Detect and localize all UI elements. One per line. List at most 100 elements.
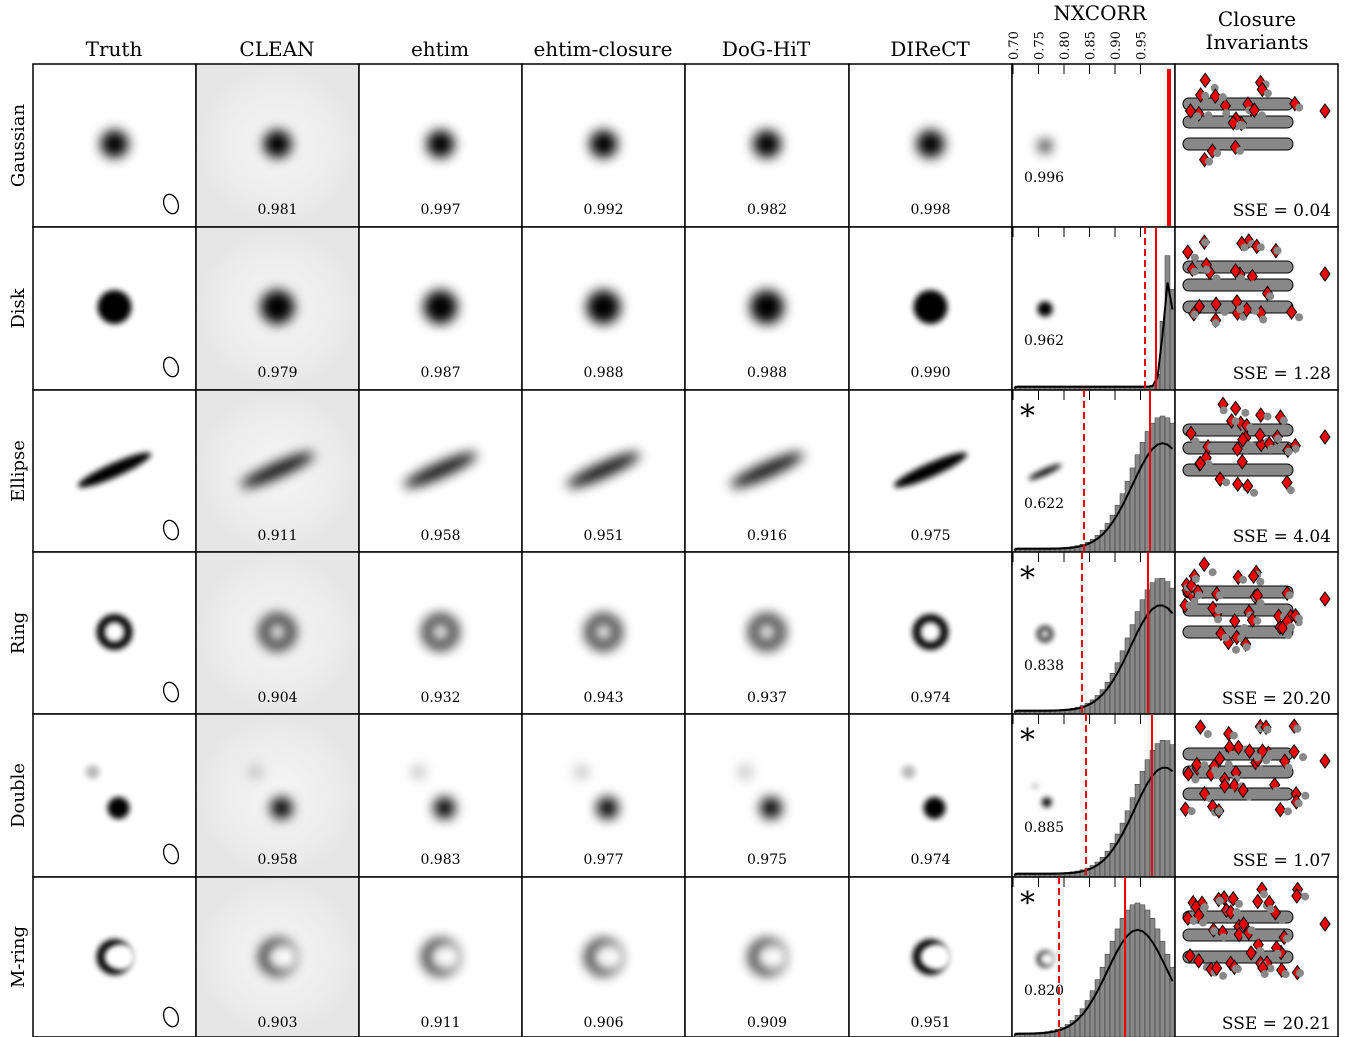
ci-dot xyxy=(1246,424,1254,432)
hist-bar xyxy=(1160,578,1165,714)
ci-dot xyxy=(1201,92,1209,100)
ci-dot xyxy=(1215,807,1223,815)
panel: 0.911 xyxy=(359,877,522,1037)
blob xyxy=(1043,953,1055,965)
blob xyxy=(1032,783,1038,789)
ci-dot xyxy=(1220,406,1228,414)
hist-bar xyxy=(1115,929,1120,1037)
ci-dot xyxy=(1222,478,1230,486)
blob xyxy=(914,290,948,324)
column-header: DIReCT xyxy=(890,37,970,61)
score: 0.958 xyxy=(420,528,460,544)
blob xyxy=(1039,140,1052,153)
hist-bar xyxy=(1165,418,1170,552)
hist-bar xyxy=(1165,256,1170,390)
nxcorr-value: 0.996 xyxy=(1024,170,1064,186)
panel: 0.974 xyxy=(849,552,1012,714)
blob xyxy=(590,130,618,158)
ci-dot xyxy=(1274,950,1282,958)
score: 0.983 xyxy=(420,852,460,868)
ci-dot xyxy=(1211,766,1219,774)
ci-dot xyxy=(1226,788,1234,796)
blob xyxy=(108,797,130,819)
ci-dot xyxy=(1241,409,1249,417)
hist-bar xyxy=(1140,905,1145,1037)
ci-dot xyxy=(1293,725,1301,733)
panel: 0.988 xyxy=(522,227,685,390)
ci-dot xyxy=(1266,292,1274,300)
panel: 0.838* xyxy=(1012,552,1175,714)
ci-dot xyxy=(1236,305,1244,313)
blob xyxy=(924,797,946,819)
ci-dot xyxy=(1241,243,1249,251)
panel xyxy=(33,390,196,552)
panel: 0.958 xyxy=(196,714,359,877)
ci-dot xyxy=(1296,969,1304,977)
hist-bar xyxy=(1155,418,1160,552)
column-header: CLEAN xyxy=(239,37,314,61)
ci-dot xyxy=(1258,111,1266,119)
blob xyxy=(1042,797,1052,807)
ci-dot xyxy=(1216,897,1224,905)
panel: 0.975 xyxy=(685,714,849,877)
ci-dot xyxy=(1295,313,1303,321)
score: 0.951 xyxy=(583,528,623,544)
blob xyxy=(261,290,295,324)
ci-dot xyxy=(1236,121,1244,129)
score: 0.997 xyxy=(420,202,460,218)
panel: 0.981 xyxy=(196,64,359,227)
ci-dot xyxy=(1219,972,1227,980)
ci-dot xyxy=(1195,591,1203,599)
score: 0.906 xyxy=(583,1015,623,1031)
ci-dot xyxy=(1229,751,1237,759)
blob xyxy=(273,944,299,970)
ci-dot xyxy=(1284,631,1292,639)
column-header: ehtim-closure xyxy=(533,37,672,61)
ci-dot xyxy=(1232,965,1240,973)
blob xyxy=(264,130,292,158)
ci-dot xyxy=(1256,599,1264,607)
ci-dot xyxy=(1239,576,1247,584)
closure-header: Invariants xyxy=(1205,30,1308,54)
ci-dot xyxy=(1295,614,1303,622)
score: 0.977 xyxy=(583,852,623,868)
hist-bar xyxy=(1155,579,1160,714)
ci-dot xyxy=(1253,617,1261,625)
row-label: Disk xyxy=(8,287,29,328)
score: 0.932 xyxy=(420,690,460,706)
ci-dot xyxy=(1193,112,1201,120)
blob xyxy=(753,130,781,158)
panel: 0.909 xyxy=(685,877,849,1037)
marker: * xyxy=(1020,886,1035,921)
score: 0.975 xyxy=(747,852,787,868)
panel-frame xyxy=(33,552,196,714)
panel xyxy=(33,227,196,390)
ci-dot xyxy=(1251,307,1259,315)
panel xyxy=(33,552,196,714)
nxcorr-header: NXCORR xyxy=(1053,1,1147,25)
ci-dot xyxy=(1219,93,1227,101)
panel: 0.903 xyxy=(196,877,359,1037)
ci-dot xyxy=(1267,905,1275,913)
ci-dot xyxy=(1261,970,1269,978)
blob xyxy=(110,944,136,970)
nxcorr-tick-label: 0.90 xyxy=(1109,31,1124,60)
ci-dot xyxy=(1232,646,1240,654)
panel: SSE = 1.28 xyxy=(1175,227,1338,390)
ci-dot xyxy=(1200,761,1208,769)
ci-dot xyxy=(1263,726,1271,734)
blob xyxy=(98,290,132,324)
panel: 0.975 xyxy=(849,390,1012,552)
ci-dot xyxy=(1203,266,1211,274)
row-label: Ellipse xyxy=(8,440,29,502)
figure: NXCORR Closure Invariants TruthCLEANehti… xyxy=(0,0,1351,1037)
blob xyxy=(436,944,462,970)
ci-dot xyxy=(1192,575,1200,583)
hist-bar xyxy=(1165,741,1170,877)
panel: 0.962 xyxy=(1012,227,1175,390)
nxcorr-tick-label: 0.80 xyxy=(1058,31,1073,60)
score: 0.981 xyxy=(257,202,297,218)
sse: SSE = 4.04 xyxy=(1233,527,1331,547)
panel: 0.979 xyxy=(196,227,359,390)
score: 0.916 xyxy=(747,528,787,544)
